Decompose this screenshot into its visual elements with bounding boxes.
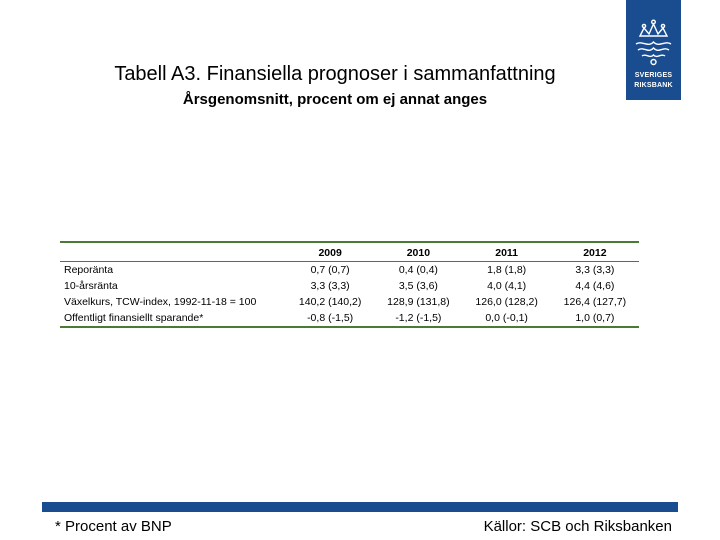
table-cell: 128,9 (131,8) xyxy=(387,296,450,308)
forecast-table-container: 2009 2010 2011 2012 Reporänta 0,7 (0,7) … xyxy=(60,241,639,328)
table-cell: 3,5 (3,6) xyxy=(398,280,438,292)
footnote: * Procent av BNP xyxy=(55,518,172,535)
table-cell: 0,0 (-0,1) xyxy=(485,312,528,324)
table-row: 10-årsränta 3,3 (3,3) 3,5 (3,6) 4,0 (4,1… xyxy=(60,278,639,294)
riksbank-logo: SVERIGES RIKSBANK xyxy=(626,0,681,100)
header-year-2009: 2009 xyxy=(318,247,342,259)
table-cell: 140,2 (140,2) xyxy=(298,296,362,308)
header-year-2011: 2011 xyxy=(495,247,519,259)
table-cell: 0,7 (0,7) xyxy=(310,264,350,276)
table-header-row: 2009 2010 2011 2012 xyxy=(60,242,639,262)
table-cell: 3,3 (3,3) xyxy=(575,264,615,276)
header-year-2010: 2010 xyxy=(406,247,431,259)
row-label: Växelkurs, TCW-index, 1992-11-18 = 100 xyxy=(64,296,257,308)
header-year-2012: 2012 xyxy=(583,247,607,259)
page-title: Tabell A3. Finansiella prognoser i samma… xyxy=(114,63,556,85)
table-row: Offentligt finansiellt sparande* -0,8 (-… xyxy=(60,310,639,327)
table-cell: 0,4 (0,4) xyxy=(398,264,438,276)
table-cell: 4,0 (4,1) xyxy=(487,280,527,292)
logo-text-line1: SVERIGES xyxy=(634,72,673,79)
table-cell: 126,4 (127,7) xyxy=(563,296,627,308)
table-cell: 1,0 (0,7) xyxy=(575,312,615,324)
logo-text-line2: RIKSBANK xyxy=(634,82,673,89)
row-label: Offentligt finansiellt sparande* xyxy=(64,312,204,324)
page-subtitle: Årsgenomsnitt, procent om ej annat anges xyxy=(182,91,488,108)
table-cell: 126,0 (128,2) xyxy=(475,296,538,308)
source-note: Källor: SCB och Riksbanken xyxy=(483,518,672,535)
table-cell: 4,4 (4,6) xyxy=(575,280,615,292)
row-label: 10-årsränta xyxy=(64,280,118,292)
table-cell: -1,2 (-1,5) xyxy=(395,312,442,324)
header-label-cell xyxy=(60,242,286,262)
table-cell: 3,3 (3,3) xyxy=(310,280,350,292)
footer-bar xyxy=(42,502,678,512)
crown-emblem-icon xyxy=(635,19,672,66)
table-row: Växelkurs, TCW-index, 1992-11-18 = 100 1… xyxy=(60,294,639,310)
row-label: Reporänta xyxy=(64,264,114,276)
forecast-table: 2009 2010 2011 2012 Reporänta 0,7 (0,7) … xyxy=(60,241,639,328)
table-row: Reporänta 0,7 (0,7) 0,4 (0,4) 1,8 (1,8) … xyxy=(60,262,639,279)
table-cell: -0,8 (-1,5) xyxy=(307,312,354,324)
table-cell: 1,8 (1,8) xyxy=(487,264,527,276)
